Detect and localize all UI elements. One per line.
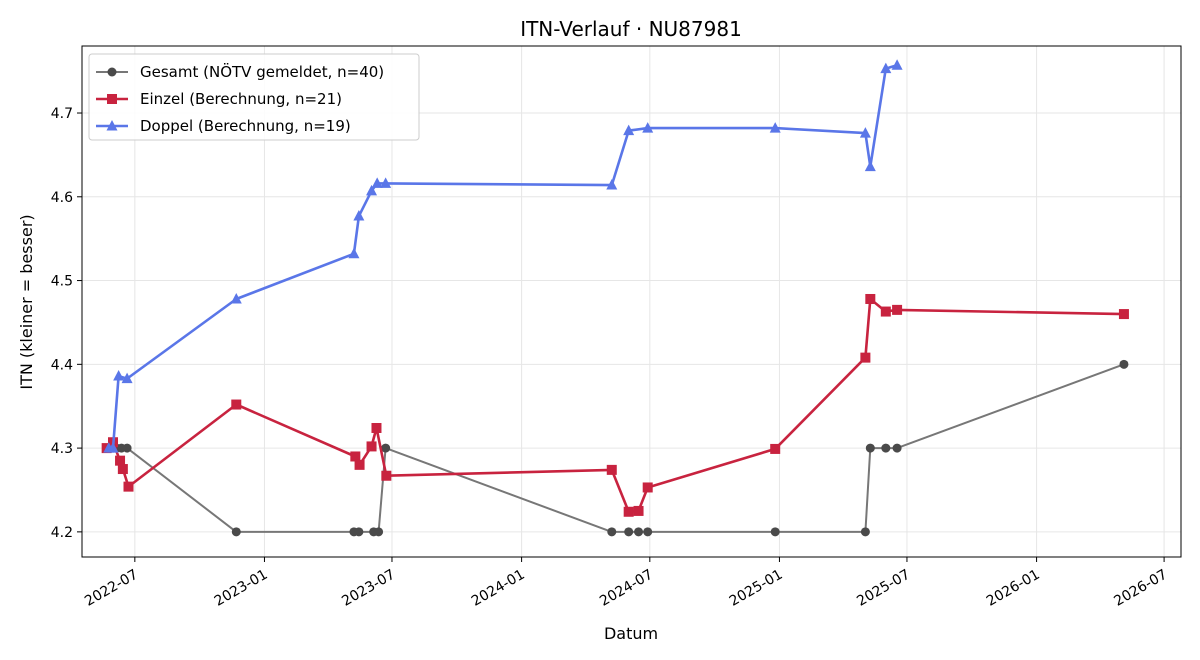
einzel-point	[1118, 309, 1129, 320]
gesamt-point	[354, 527, 364, 537]
gesamt-series	[102, 359, 1129, 537]
gesamt-point	[607, 527, 617, 537]
legend-frame	[88, 53, 420, 141]
x-tick-label: 2023-07	[339, 567, 398, 610]
gesamt-point	[374, 527, 384, 537]
doppel-point	[880, 62, 892, 74]
doppel-point	[891, 59, 903, 70]
gesamt-point	[865, 443, 875, 453]
doppel-point	[230, 292, 242, 304]
gesamt-point	[860, 527, 870, 537]
legend-entry-doppel: Doppel (Berechnung, n=19)	[96, 117, 351, 135]
y-tick-label: 4.2	[51, 525, 73, 541]
einzel-series	[101, 293, 1129, 517]
x-tick-label: 2026-01	[984, 567, 1043, 610]
einzel-point	[770, 443, 781, 454]
einzel-point	[350, 451, 361, 462]
einzel-point	[892, 304, 903, 315]
x-tick-label: 2024-01	[469, 567, 528, 610]
doppel-point	[623, 124, 635, 136]
doppel-point	[864, 160, 876, 172]
gesamt-point	[634, 527, 644, 537]
einzel-point	[366, 441, 377, 452]
einzel-point	[231, 399, 242, 410]
einzel-point	[371, 422, 382, 433]
gesamt-point	[1119, 359, 1129, 369]
legend-swatch-marker	[107, 94, 117, 104]
einzel-point	[381, 470, 392, 481]
einzel-point	[865, 293, 876, 304]
doppel-point	[371, 177, 383, 188]
x-tick-label: 2022-07	[82, 567, 141, 610]
doppel-point	[366, 184, 378, 196]
einzel-line	[105, 297, 1124, 514]
einzel-point	[123, 481, 134, 492]
doppel-point	[113, 370, 125, 381]
legend: Gesamt (NÖTV gemeldet, n=40) Einzel (Bere…	[88, 53, 420, 141]
x-tick-label: 2025-07	[854, 567, 913, 610]
legend-swatch-marker	[107, 67, 117, 77]
einzel-point	[117, 464, 128, 475]
y-tick-label: 4.6	[51, 190, 73, 206]
legend-entry-gesamt: Gesamt (NÖTV gemeldet, n=40)	[96, 62, 384, 81]
doppel-point	[642, 122, 654, 133]
einzel-point	[354, 459, 365, 470]
legend-label: Doppel (Berechnung, n=19)	[140, 117, 351, 135]
einzel-point	[880, 306, 891, 317]
doppel-point	[769, 122, 781, 133]
doppel-point	[859, 127, 871, 138]
doppel-point	[353, 210, 365, 221]
y-tick-label: 4.4	[51, 357, 73, 373]
gesamt-point	[643, 527, 653, 537]
doppel-point	[606, 179, 618, 190]
x-axis: 2022-07 2023-01 2023-07 2024-01 2024-07 2025-…	[82, 557, 1170, 610]
y-axis-title: ITN (kleiner = besser)	[17, 214, 36, 389]
x-tick-label: 2023-01	[212, 567, 271, 610]
einzel-point	[623, 506, 634, 517]
doppel-series	[103, 59, 903, 453]
x-axis-title: Datum	[604, 624, 658, 643]
x-tick-label: 2024-07	[597, 567, 656, 610]
einzel-point	[633, 505, 644, 516]
y-axis: 4.2 4.3 4.4 4.5 4.6 4.7	[51, 106, 82, 541]
gesamt-point	[122, 443, 132, 453]
einzel-point	[642, 482, 653, 493]
chart-title: ITN-Verlauf · NU87981	[520, 17, 742, 41]
gesamt-point	[381, 443, 391, 453]
einzel-point	[115, 455, 126, 466]
plot-series	[101, 59, 1129, 537]
einzel-point	[860, 352, 871, 363]
x-tick-label: 2026-07	[1111, 567, 1170, 610]
y-tick-label: 4.3	[51, 441, 73, 457]
x-tick-label: 2025-01	[727, 567, 786, 610]
doppel-point	[348, 247, 360, 259]
doppel-point	[107, 442, 119, 453]
legend-label: Gesamt (NÖTV gemeldet, n=40)	[140, 62, 384, 81]
gesamt-point	[892, 443, 902, 453]
einzel-point	[606, 464, 617, 475]
gesamt-point	[231, 527, 241, 537]
y-tick-label: 4.5	[51, 274, 73, 290]
legend-entry-einzel: Einzel (Berechnung, n=21)	[96, 90, 342, 108]
legend-swatch-marker	[106, 120, 118, 131]
y-tick-label: 4.7	[51, 106, 73, 122]
gesamt-point	[881, 443, 891, 453]
plot-frame	[81, 45, 1182, 558]
gesamt-point	[770, 527, 780, 537]
gesamt-point	[624, 527, 634, 537]
doppel-point	[121, 372, 133, 384]
doppel-point	[380, 177, 392, 188]
legend-label: Einzel (Berechnung, n=21)	[140, 90, 342, 108]
